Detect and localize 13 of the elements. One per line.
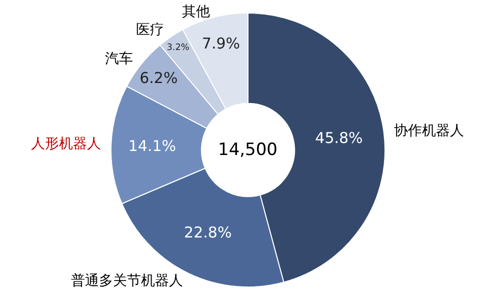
slice-label: 普通多关节机器人 <box>71 272 183 289</box>
data-label: 45.8% <box>315 128 363 147</box>
data-label: 7.9% <box>202 34 240 52</box>
slice-label: 人形机器人 <box>31 136 101 152</box>
slice-label: 汽车 <box>105 51 133 67</box>
slice-label: 其他 <box>182 4 210 20</box>
text: 14,500 <box>218 140 278 160</box>
data-label: 3.2% <box>166 42 190 53</box>
slice-label: 医疗 <box>136 22 164 38</box>
slice-label: 协作机器人 <box>394 123 464 139</box>
data-label: 14.1% <box>128 137 176 156</box>
data-label: 22.8% <box>184 224 232 242</box>
data-label: 6.2% <box>140 68 178 87</box>
